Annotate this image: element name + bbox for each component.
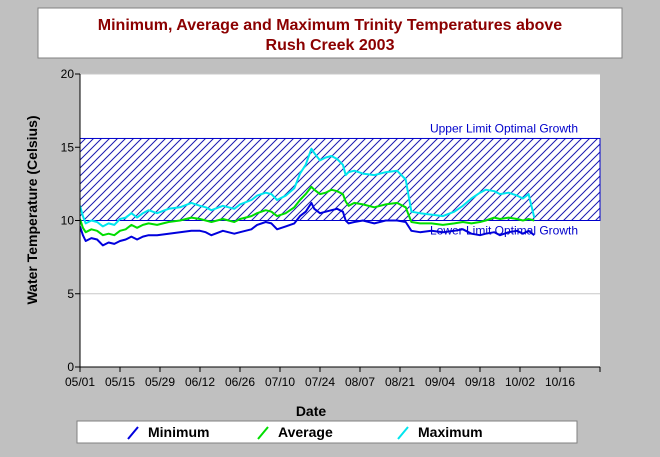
x-axis-title: Date [296,403,327,419]
y-tick-label: 0 [67,360,74,374]
y-tick-label: 15 [61,140,75,154]
legend-swatch-average [257,426,269,440]
x-tick-label: 09/18 [465,375,495,389]
x-tick-label: 07/10 [265,375,295,389]
y-tick-label: 5 [67,287,74,301]
series-line-average [80,185,535,237]
x-tick-label: 08/07 [345,375,375,389]
title-box: Minimum, Average and Maximum Trinity Tem… [37,7,623,59]
x-tick-label: 10/02 [505,375,535,389]
x-tick-label: 06/12 [185,375,215,389]
legend-label-average: Average [278,424,333,440]
x-tick-label: 05/01 [65,375,95,389]
x-tick-label: 06/26 [225,375,255,389]
optimal-growth-band [79,137,601,222]
x-tick-label: 05/29 [145,375,175,389]
chart-title-line-2: Rush Creek 2003 [266,37,395,54]
y-tick-label: 20 [61,67,75,81]
x-tick-label: 05/15 [105,375,135,389]
legend-swatch-maximum [397,426,409,440]
legend-swatch-minimum [127,426,139,440]
x-tick-label: 10/16 [545,375,575,389]
series-line-minimum [80,201,535,247]
x-tick-label: 09/04 [425,375,455,389]
y-axis-ticks: 0 5 10 15 20 [61,67,80,374]
lower-limit-label: Lower Limit Optimal Growth [430,224,578,238]
series-line-maximum [80,147,536,228]
legend: Minimum Average Maximum [76,420,578,444]
upper-limit-label: Upper Limit Optimal Growth [430,121,578,135]
legend-label-minimum: Minimum [148,424,209,440]
x-axis-ticks: 05/01 05/15 05/29 06/12 06/26 07/10 07/24 08/07… [65,367,601,389]
series-lines [80,147,536,247]
x-tick-label: 08/21 [385,375,415,389]
x-tick-label: 07/24 [305,375,335,389]
chart-title-line-1: Minimum, Average and Maximum Trinity Tem… [98,17,563,34]
y-axis-title: Water Temperature (Celsius) [24,115,40,304]
y-tick-label: 10 [61,214,75,228]
legend-label-maximum: Maximum [418,424,483,440]
